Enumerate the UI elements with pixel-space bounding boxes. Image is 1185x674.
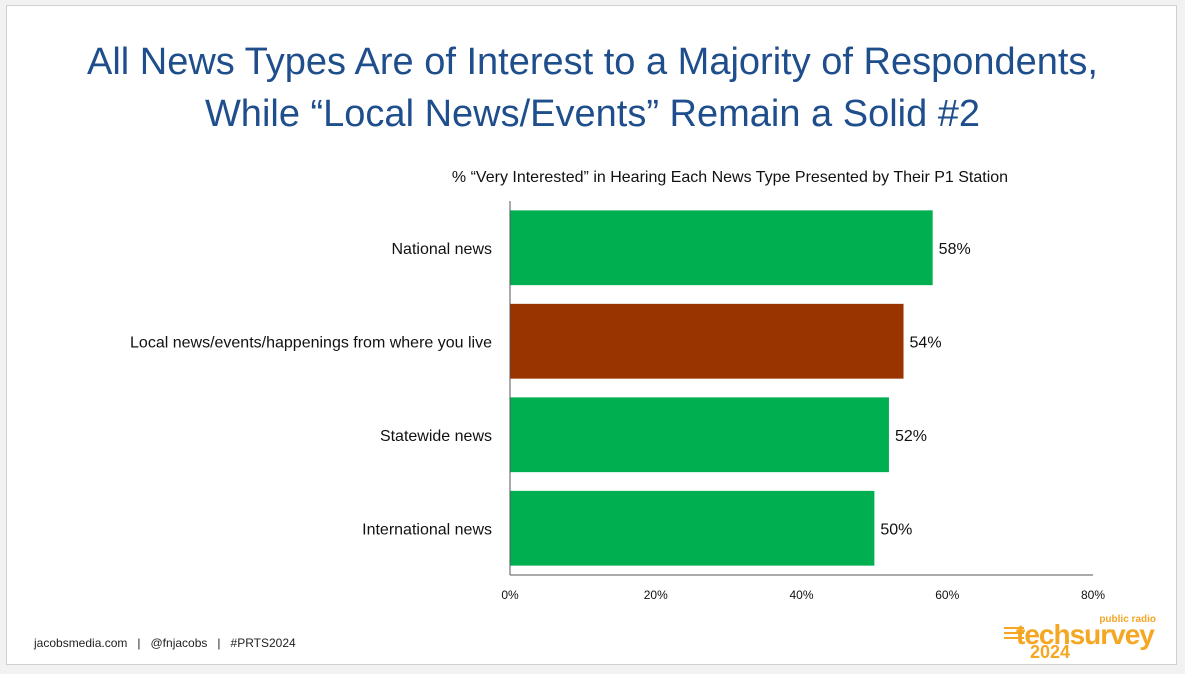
page-title: All News Types Are of Interest to a Majo… (0, 36, 1185, 140)
data-label: 50% (880, 521, 912, 538)
chart-subtitle: % “Very Interested” in Hearing Each News… (451, 169, 1009, 186)
x-tick-label: 20% (644, 588, 668, 602)
footer-site: jacobsmedia.com (34, 636, 128, 650)
footer-separator: | (137, 636, 141, 650)
bar (510, 210, 933, 286)
category-label: National news (392, 241, 493, 258)
techsurvey-logo: public radio techsurvey 2024 (1004, 613, 1174, 663)
logo-techsurvey: techsurvey (1016, 619, 1155, 650)
logo-public-radio: public radio (1099, 614, 1156, 625)
footer-handle: @fnjacobs (150, 636, 208, 650)
bar (510, 490, 875, 566)
category-label: International news (362, 521, 492, 538)
bar (510, 303, 904, 379)
category-label: Local news/events/happenings from where … (130, 334, 492, 351)
title-line-1: All News Types Are of Interest to a Majo… (86, 41, 1098, 83)
x-tick-label: 40% (789, 588, 813, 602)
data-label: 54% (910, 334, 942, 351)
data-label: 52% (895, 428, 927, 445)
logo-year: 2024 (1030, 642, 1071, 662)
footer-hashtag: #PRTS2024 (230, 636, 296, 650)
x-tick-label: 0% (501, 588, 519, 602)
x-tick-label: 80% (1081, 588, 1105, 602)
data-label: 58% (939, 241, 971, 258)
logo-speed-lines (1004, 627, 1024, 642)
title-line-2: While “Local News/Events” Remain a Solid… (204, 93, 981, 135)
footer: jacobsmedia.com | @fnjacobs | #PRTS2024 (34, 636, 296, 650)
x-tick-label: 60% (935, 588, 959, 602)
bar (510, 397, 889, 473)
footer-separator: | (217, 636, 221, 650)
category-label: Statewide news (380, 428, 492, 445)
